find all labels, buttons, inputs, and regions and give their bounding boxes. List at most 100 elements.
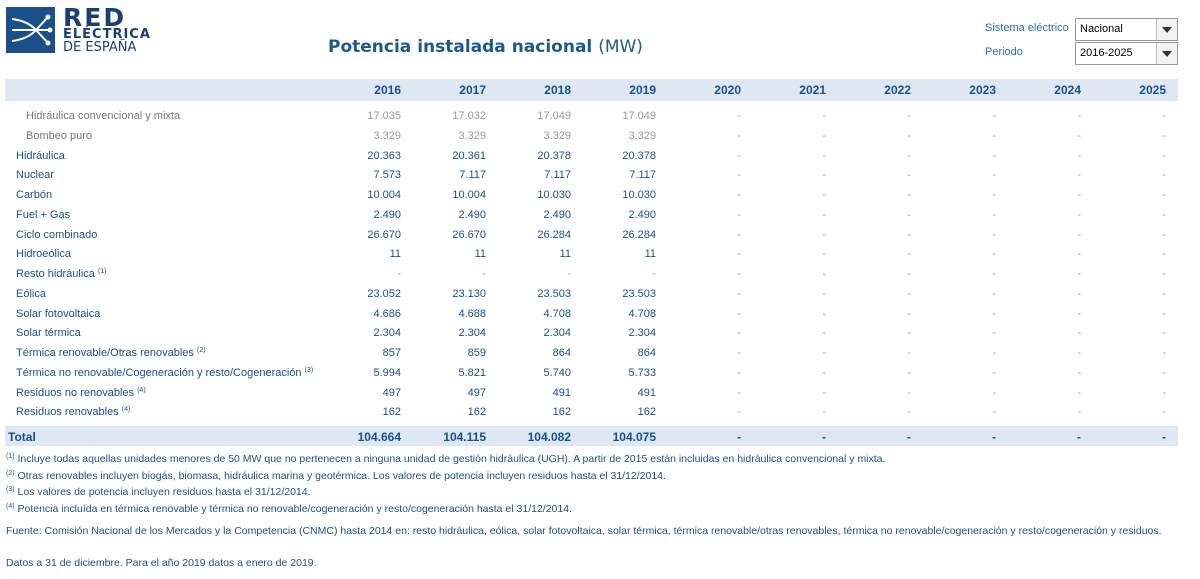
table-cell: -	[992, 169, 996, 182]
footnote: (2) Otras renovables incluyen biogás, bi…	[6, 470, 666, 482]
table-cell: 491	[637, 386, 656, 399]
row-label: Ciclo combinado	[16, 229, 97, 241]
table-cell: 4.688	[458, 307, 486, 320]
dropdown[interactable]: 2016-2025	[1075, 42, 1178, 65]
footnote: (3) Los valores de potencia incluyen res…	[6, 486, 311, 498]
table-cell: -	[1162, 248, 1166, 261]
date-note: Datos a 31 de diciembre. Para el año 201…	[6, 557, 317, 569]
table-cell: 17.032	[452, 110, 486, 122]
table-cell: -	[1077, 327, 1081, 340]
table-cell: -	[737, 386, 741, 399]
title-unit: (MW)	[598, 37, 643, 57]
table-cell: -	[822, 110, 826, 122]
table-cell: -	[1162, 110, 1166, 122]
table-cell: 2.304	[458, 327, 486, 340]
dropdown-button[interactable]	[1156, 43, 1177, 64]
table-cell: -	[567, 268, 571, 280]
table-cell: -	[1077, 169, 1081, 182]
row-label-text: Resto hidráulica	[16, 268, 95, 280]
row-label-text: Eólica	[16, 287, 46, 300]
table-cell: -	[1077, 366, 1081, 379]
row-label: Hidroeólica	[16, 248, 71, 260]
total-band	[5, 426, 1178, 446]
table-cell: -	[992, 110, 996, 122]
row-label-text: Carbón	[16, 189, 53, 201]
table-cell: 17.035	[367, 110, 401, 122]
row-label-text: Residuos renovables	[16, 406, 119, 419]
table-cell: -	[1162, 307, 1166, 320]
table-cell: -	[907, 406, 911, 419]
table-cell: -	[1162, 189, 1166, 201]
table-cell: -	[1162, 287, 1166, 300]
table-cell: -	[992, 366, 996, 379]
dropdown-value: Nacional	[1080, 23, 1123, 35]
table-cell: 11	[389, 248, 401, 261]
row-label: Nuclear	[16, 169, 54, 181]
table-cell: -	[907, 189, 911, 201]
table-cell: 10.030	[537, 189, 571, 201]
table-cell: -	[1077, 287, 1081, 300]
row-label: Térmica renovable/Otras renovables (2)	[16, 347, 206, 359]
logo-line: RED	[63, 3, 127, 32]
table-cell: -	[737, 347, 741, 359]
table-cell: -	[992, 347, 996, 359]
dropdown-value: 2016-2025	[1080, 47, 1133, 59]
table-cell: -	[907, 327, 911, 340]
row-label-text: Hidroeólica	[16, 248, 72, 261]
table-cell: -	[737, 110, 741, 122]
table-cell: -	[737, 228, 741, 241]
table-cell: -	[822, 169, 826, 182]
table-cell: -	[907, 149, 911, 162]
table-cell: 20.378	[537, 149, 571, 162]
source-note: Fuente: Comisión Nacional de los Mercado…	[6, 525, 1162, 537]
column-header: 2017	[459, 83, 486, 97]
header-band	[5, 79, 1178, 101]
dropdown[interactable]: Nacional	[1075, 18, 1178, 41]
row-label: Solar térmica	[16, 327, 81, 339]
table-cell: -	[992, 149, 996, 162]
row-label: Carbón	[16, 189, 52, 201]
table-cell: 26.670	[452, 228, 486, 241]
row-label-text: Fuel + Gas	[16, 208, 71, 221]
table-cell: 2.490	[628, 208, 656, 221]
table-cell: 4.708	[628, 307, 656, 320]
table-cell: 23.503	[537, 287, 571, 300]
total-cell: 104.082	[527, 430, 571, 444]
table-cell: 10.030	[622, 189, 656, 201]
table-cell: -	[737, 268, 741, 280]
table-cell: 23.130	[452, 287, 486, 300]
table-cell: 5.994	[373, 366, 401, 379]
table-cell: -	[1077, 129, 1081, 142]
table-cell: 491	[552, 386, 571, 399]
table-cell: 497	[467, 386, 486, 399]
note-marker: (2)	[196, 347, 206, 354]
row-label: Solar fotovoltaica	[16, 308, 100, 320]
note-marker: (4)	[121, 406, 131, 414]
table-cell: -	[822, 287, 826, 300]
table-cell: -	[822, 268, 826, 280]
table-cell: -	[992, 307, 996, 320]
note-marker: (4)	[137, 386, 146, 394]
table-cell: -	[992, 189, 996, 201]
row-label-text: Bombeo puro	[26, 129, 93, 142]
row-label: Hidráulica	[16, 150, 65, 162]
row-label-text: Térmica renovable/Otras renovables	[16, 347, 194, 359]
table-cell: -	[992, 248, 996, 261]
table-cell: 2.304	[543, 327, 571, 340]
table-cell: 5.733	[628, 366, 656, 379]
table-cell: 5.740	[543, 366, 571, 379]
column-header: 2019	[629, 83, 656, 97]
table-cell: -	[737, 406, 741, 419]
table-cell: 864	[637, 347, 656, 359]
table-cell: -	[822, 208, 826, 221]
total-cell: -	[1077, 430, 1081, 444]
footnote: (1) Incluye todas aquellas unidades meno…	[6, 453, 885, 465]
table-cell: 2.490	[543, 208, 571, 221]
table-cell: 17.049	[537, 110, 571, 122]
table-cell: -	[1077, 406, 1081, 419]
table-cell: -	[907, 386, 911, 399]
table-cell: -	[822, 129, 826, 142]
dropdown-button[interactable]	[1156, 19, 1177, 40]
table-cell: 162	[382, 406, 401, 419]
table-cell: -	[737, 129, 741, 142]
